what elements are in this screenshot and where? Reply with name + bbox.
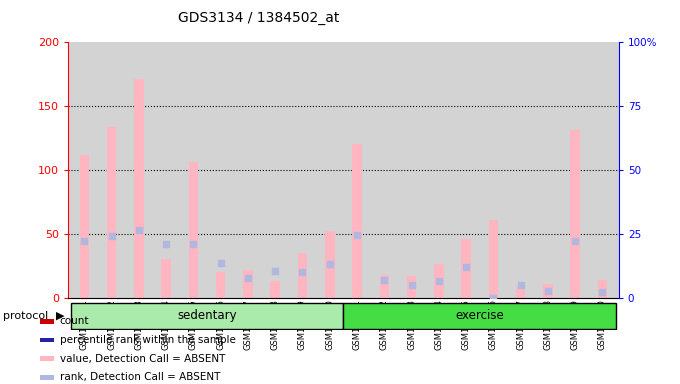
Bar xyxy=(489,220,498,298)
Bar xyxy=(325,231,335,298)
Text: ▶: ▶ xyxy=(56,311,64,321)
Bar xyxy=(216,272,226,298)
Bar xyxy=(80,155,89,298)
Bar xyxy=(40,338,54,343)
Bar xyxy=(134,79,143,298)
Bar xyxy=(243,270,253,298)
Bar xyxy=(571,130,580,298)
Bar xyxy=(543,283,553,298)
Text: percentile rank within the sample: percentile rank within the sample xyxy=(60,335,235,345)
Bar xyxy=(379,275,389,298)
Text: value, Detection Call = ABSENT: value, Detection Call = ABSENT xyxy=(60,354,225,364)
Bar xyxy=(407,276,416,298)
Bar xyxy=(271,281,280,298)
Bar xyxy=(461,239,471,298)
Bar xyxy=(161,259,171,298)
FancyBboxPatch shape xyxy=(71,303,343,329)
Text: sedentary: sedentary xyxy=(177,309,237,322)
Bar xyxy=(434,265,443,298)
Bar xyxy=(40,375,54,380)
Bar xyxy=(40,319,54,324)
Text: count: count xyxy=(60,316,89,326)
Bar xyxy=(298,253,307,298)
Text: protocol: protocol xyxy=(3,311,49,321)
Bar xyxy=(516,286,526,298)
Bar xyxy=(598,280,607,298)
Bar xyxy=(107,126,116,298)
Text: GDS3134 / 1384502_at: GDS3134 / 1384502_at xyxy=(177,11,339,25)
Bar xyxy=(188,162,198,298)
Bar xyxy=(352,144,362,298)
FancyBboxPatch shape xyxy=(343,303,616,329)
Text: rank, Detection Call = ABSENT: rank, Detection Call = ABSENT xyxy=(60,372,220,382)
Text: exercise: exercise xyxy=(456,309,504,322)
Bar xyxy=(40,356,54,361)
